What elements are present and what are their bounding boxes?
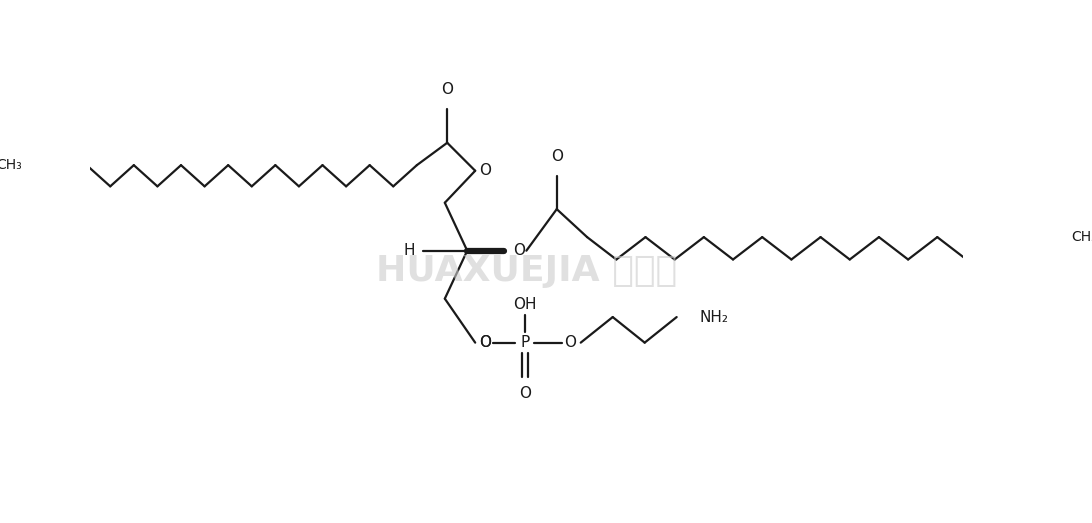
Text: O: O [479, 335, 491, 350]
Text: O: O [479, 163, 491, 178]
Text: O: O [513, 243, 525, 258]
Text: O: O [441, 82, 453, 97]
Text: HUAXUEJIA 化学加: HUAXUEJIA 化学加 [376, 254, 677, 288]
Text: H: H [404, 243, 415, 258]
Text: OH: OH [513, 297, 536, 312]
Text: CH₃: CH₃ [0, 158, 22, 172]
Text: O: O [565, 335, 577, 350]
Text: O: O [479, 335, 491, 350]
Text: NH₂: NH₂ [699, 310, 728, 325]
Text: CH₃: CH₃ [1071, 230, 1092, 244]
Text: O: O [519, 385, 531, 401]
Text: O: O [550, 149, 562, 164]
Text: P: P [520, 335, 530, 350]
